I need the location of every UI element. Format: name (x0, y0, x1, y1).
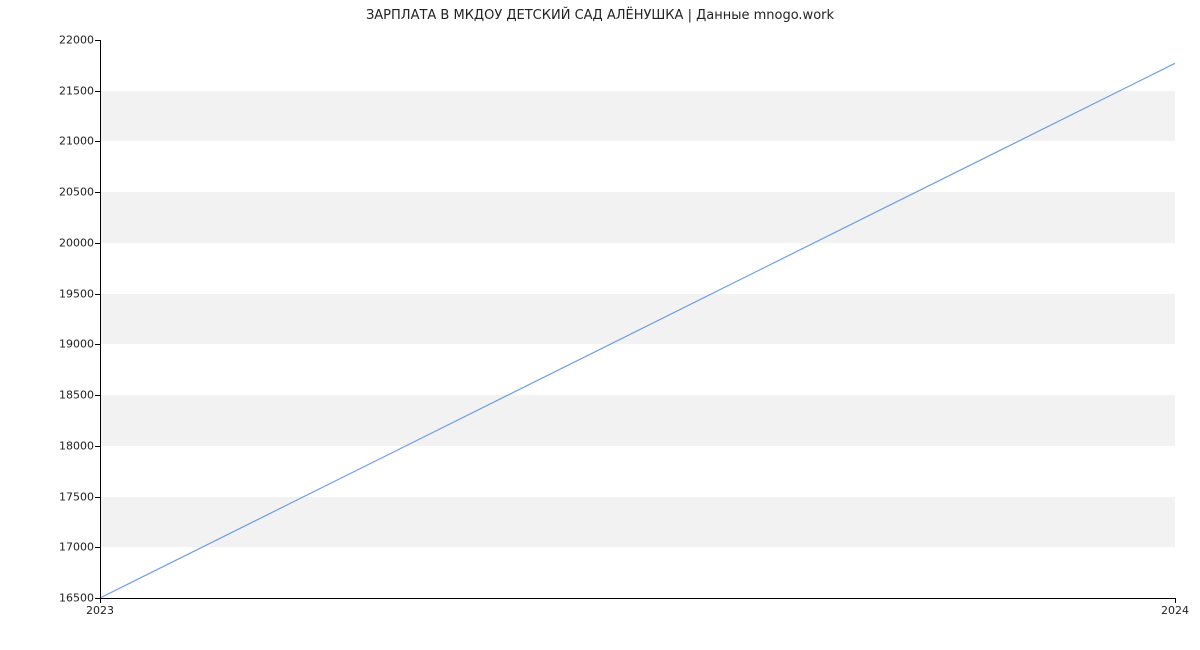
y-tick-label: 19000 (59, 338, 94, 351)
series-line-salary (100, 63, 1175, 598)
y-tick-label: 16500 (59, 592, 94, 605)
line-layer (100, 40, 1175, 598)
x-tick-label: 2023 (86, 604, 114, 617)
y-tick-label: 19500 (59, 287, 94, 300)
y-tick-label: 21000 (59, 135, 94, 148)
salary-chart: ЗАРПЛАТА В МКДОУ ДЕТСКИЙ САД АЛЁНУШКА | … (0, 0, 1200, 650)
y-tick-label: 22000 (59, 34, 94, 47)
y-tick-label: 20500 (59, 186, 94, 199)
y-tick-label: 21500 (59, 84, 94, 97)
x-tick-mark (1175, 598, 1176, 603)
chart-title: ЗАРПЛАТА В МКДОУ ДЕТСКИЙ САД АЛЁНУШКА | … (0, 8, 1200, 23)
y-tick-label: 18000 (59, 439, 94, 452)
plot-area: 1650017000175001800018500190001950020000… (100, 40, 1175, 598)
y-tick-label: 20000 (59, 236, 94, 249)
y-axis-line (100, 40, 101, 598)
x-axis-line (100, 598, 1175, 599)
y-tick-label: 18500 (59, 389, 94, 402)
x-tick-label: 2024 (1161, 604, 1189, 617)
y-tick-label: 17000 (59, 541, 94, 554)
y-tick-label: 17500 (59, 490, 94, 503)
